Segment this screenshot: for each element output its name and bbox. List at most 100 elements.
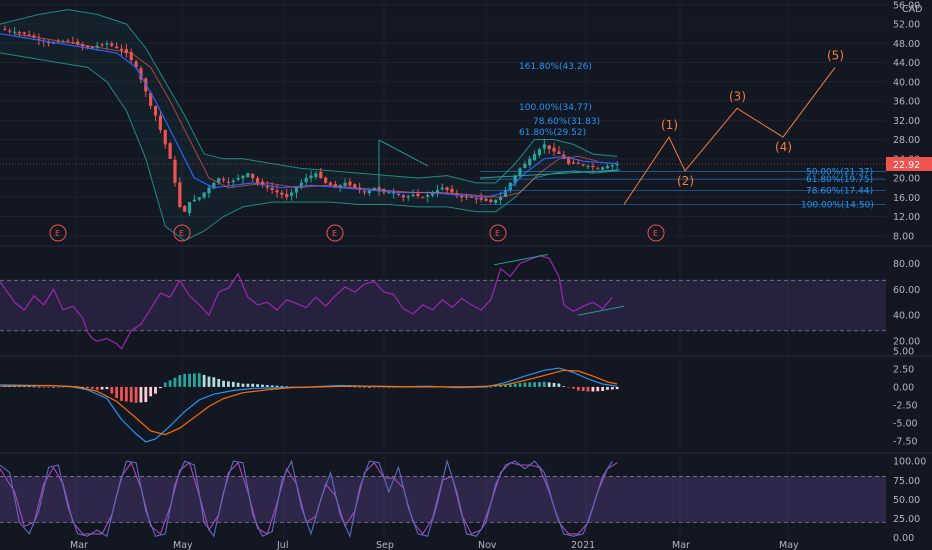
macd-signal-line[interactable] bbox=[0, 369, 618, 436]
earnings-marker-label: E bbox=[495, 229, 500, 238]
macd-histogram-bar bbox=[42, 386, 46, 388]
rsi-divergence-line[interactable] bbox=[493, 254, 549, 266]
macd-tick-label: -2.50 bbox=[893, 401, 918, 412]
earnings-marker[interactable] bbox=[49, 224, 67, 242]
rsi-line[interactable] bbox=[0, 255, 613, 350]
stoch-tick-label: 0.00 bbox=[893, 533, 914, 544]
earnings-marker[interactable] bbox=[647, 224, 665, 242]
macd-histogram-bar bbox=[178, 375, 182, 387]
macd-histogram-bar bbox=[256, 384, 259, 387]
flag-drawing[interactable] bbox=[378, 139, 429, 196]
macd-tick-label: 5.00 bbox=[893, 346, 914, 357]
macd-histogram-bar bbox=[61, 386, 65, 388]
macd-histogram-bar bbox=[261, 384, 264, 387]
earnings-marker[interactable] bbox=[489, 224, 507, 242]
candle-body bbox=[71, 42, 75, 44]
candle-body bbox=[168, 143, 172, 159]
fib-level-label: 50.00%(21.37) bbox=[806, 167, 873, 177]
candle-body bbox=[246, 173, 250, 177]
fib-level-label: 61.80%(19.75) bbox=[806, 175, 873, 185]
fib-level-label: 100.00%(14.50) bbox=[801, 201, 874, 211]
macd-histogram-bar bbox=[32, 386, 36, 388]
candle-body bbox=[494, 199, 498, 203]
candle-body bbox=[134, 61, 138, 68]
macd-histogram-bar bbox=[572, 386, 575, 389]
macd-histogram-bar bbox=[217, 379, 221, 387]
stoch-k-line[interactable] bbox=[0, 459, 613, 538]
macd-histogram-bar bbox=[90, 386, 94, 389]
macd-histogram-bar bbox=[193, 373, 196, 387]
candle-body bbox=[450, 188, 454, 193]
stoch-tick-label: 50.00 bbox=[893, 495, 920, 506]
earnings-marker[interactable] bbox=[326, 224, 344, 242]
price-tick-label: 36.00 bbox=[893, 97, 920, 108]
moving-average-fast[interactable] bbox=[0, 33, 618, 198]
elliott-wave-label: (2) bbox=[677, 174, 694, 188]
month-label: May bbox=[173, 540, 193, 550]
candle-body bbox=[149, 92, 153, 106]
candle-body bbox=[503, 190, 508, 197]
macd-histogram-bar bbox=[615, 386, 619, 390]
candle-body bbox=[498, 197, 503, 201]
bollinger-upper-line[interactable] bbox=[0, 9, 618, 184]
macd-histogram-bar bbox=[129, 386, 133, 403]
candle-body bbox=[51, 42, 56, 44]
candle-body bbox=[523, 163, 527, 168]
elliott-wave-path[interactable] bbox=[623, 67, 836, 205]
candle-body bbox=[221, 179, 226, 181]
candle-body bbox=[348, 181, 352, 186]
candle-body bbox=[100, 44, 104, 46]
candle-body bbox=[392, 192, 396, 194]
candle-body bbox=[416, 193, 420, 197]
month-label: Nov bbox=[478, 540, 497, 550]
macd-tick-label: -5.00 bbox=[893, 419, 918, 430]
earnings-marker[interactable] bbox=[173, 224, 191, 242]
candle-body bbox=[270, 187, 274, 191]
trendline[interactable] bbox=[479, 169, 621, 179]
candle-body bbox=[528, 158, 532, 166]
candle-body bbox=[124, 49, 128, 53]
macd-histogram-bar bbox=[576, 386, 580, 391]
macd-histogram-bar bbox=[105, 386, 109, 390]
price-tick-label: 28.00 bbox=[893, 135, 920, 146]
candle-body bbox=[255, 178, 260, 183]
candle-body bbox=[479, 197, 483, 200]
macd-histogram-bar bbox=[241, 383, 245, 387]
candle-body bbox=[567, 158, 571, 164]
candle-body bbox=[251, 173, 255, 179]
macd-histogram-bar bbox=[86, 386, 89, 388]
candle-body bbox=[421, 197, 425, 199]
macd-histogram-bar bbox=[168, 380, 172, 387]
macd-histogram-bar bbox=[596, 386, 600, 392]
candle-body bbox=[90, 46, 94, 49]
price-tick-label: 56.00 bbox=[893, 0, 920, 11]
rsi-divergence-line[interactable] bbox=[577, 305, 625, 316]
candle-body bbox=[435, 190, 439, 194]
candle-body bbox=[547, 145, 551, 150]
candle-body bbox=[153, 106, 158, 116]
macd-line[interactable] bbox=[0, 367, 618, 443]
macd-histogram-bar bbox=[499, 385, 502, 387]
candle-body bbox=[265, 186, 269, 188]
macd-histogram-bar bbox=[22, 386, 26, 387]
fib-level-label: 78.60%(31.83) bbox=[533, 117, 600, 127]
macd-histogram-bar bbox=[528, 382, 532, 387]
candle-body bbox=[518, 168, 522, 176]
candle-body bbox=[596, 168, 600, 170]
macd-histogram-bar bbox=[120, 386, 123, 401]
month-label: Sep bbox=[376, 540, 394, 550]
macd-histogram-bar bbox=[372, 386, 376, 388]
candle-body bbox=[275, 190, 279, 193]
candle-body bbox=[343, 182, 347, 187]
candle-body bbox=[615, 163, 619, 166]
macd-histogram-bar bbox=[236, 382, 240, 387]
stoch-d-line[interactable] bbox=[0, 461, 618, 535]
last-price-label: 22.92 bbox=[893, 160, 920, 171]
macd-histogram-bar bbox=[270, 385, 274, 387]
macd-histogram-bar bbox=[115, 386, 119, 399]
macd-histogram-bar bbox=[533, 382, 536, 387]
moving-average-slow[interactable] bbox=[14, 33, 598, 198]
candle-body bbox=[197, 197, 201, 200]
candle-body bbox=[119, 48, 124, 51]
